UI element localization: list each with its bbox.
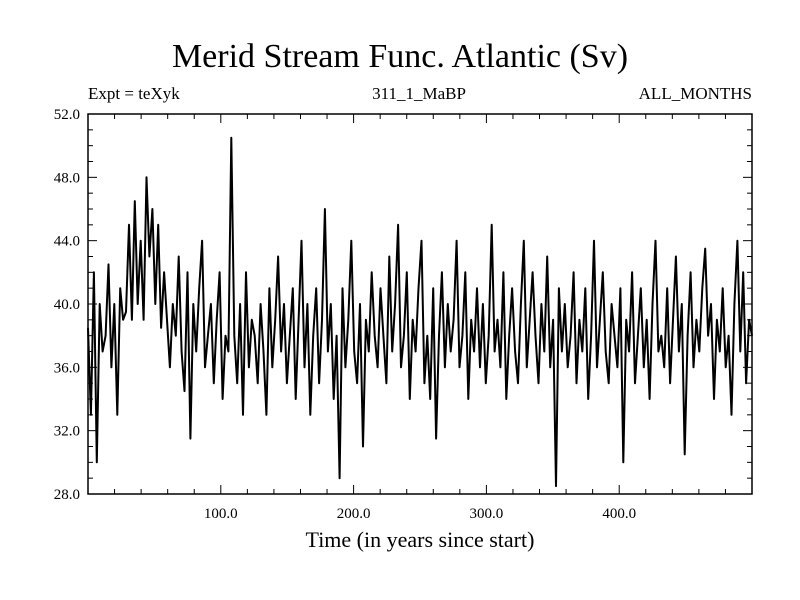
y-tick-label: 44.0 [54, 234, 80, 250]
y-tick-label: 48.0 [54, 170, 80, 186]
axis-ticks [88, 114, 752, 494]
x-axis-label: Time (in years since start) [305, 527, 535, 552]
plot-frame [87, 113, 753, 495]
y-tick-label: 32.0 [54, 424, 80, 440]
series-line [87, 136, 753, 488]
y-tick-label: 40.0 [54, 297, 80, 313]
chart-title: Merid Stream Func. Atlantic (Sv) [171, 38, 629, 75]
x-tick-label: 400.0 [602, 506, 636, 522]
x-tick-label: 100.0 [204, 506, 238, 522]
months-label: ALL_MONTHS [638, 84, 752, 103]
x-tick-label: 200.0 [337, 506, 371, 522]
y-tick-label: 28.0 [54, 487, 80, 503]
experiment-label: Expt = teXyk [88, 84, 180, 103]
y-tick-label: 36.0 [54, 360, 80, 376]
axis-tick-labels: 100.0 200.0 300.0 400.0 28.0 32.0 36.0 40.0 44.0… [54, 107, 636, 522]
run-label: 311_1_MaBP [372, 84, 466, 103]
x-tick-label: 300.0 [470, 506, 504, 522]
y-tick-label: 52.0 [54, 107, 80, 123]
